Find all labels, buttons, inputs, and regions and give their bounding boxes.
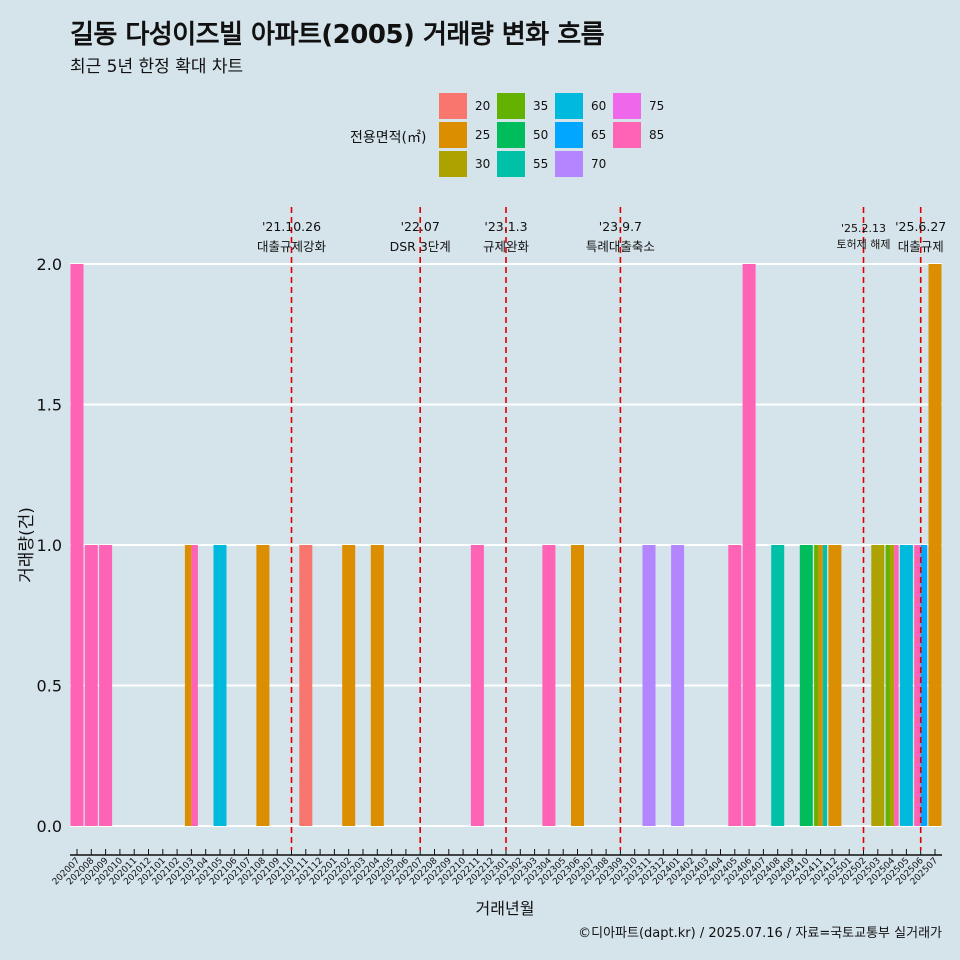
- event-date: '23.1.3: [484, 219, 527, 234]
- legend-title: 전용면적(㎡): [350, 130, 427, 146]
- y-tick-label: 2.0: [37, 255, 62, 274]
- legend-label: 55: [533, 157, 549, 171]
- legend-swatch: [439, 122, 467, 148]
- legend-label: 70: [591, 157, 607, 171]
- chart-subtitle: 최근 5년 한정 확대 차트: [70, 57, 244, 77]
- event-date: '25.2.13: [841, 222, 886, 235]
- bar-202105-60: [213, 545, 227, 826]
- legend-swatch: [439, 151, 467, 177]
- legend-item-70: 70: [555, 151, 606, 177]
- legend-item-60: 60: [555, 93, 606, 119]
- bar-202504-35: [885, 545, 890, 826]
- y-tick-label: 1.5: [37, 396, 62, 415]
- event-label: 대출규제: [898, 239, 944, 254]
- legend-swatch: [613, 122, 641, 148]
- legend-swatch: [497, 151, 525, 177]
- legend-item-20: 20: [439, 93, 490, 119]
- bar-202408-55: [771, 545, 785, 826]
- event-date: '21.10.26: [262, 219, 321, 234]
- bar-202504-85: [894, 545, 899, 826]
- legend-item-25: 25: [439, 122, 490, 148]
- event-date: '25.6.27: [895, 219, 946, 234]
- y-tick-label: 0.5: [37, 677, 62, 696]
- bar-202506-85: [914, 545, 921, 826]
- source-caption: ©디아파트(dapt.kr) / 2025.07.16 / 자료=국토교통부 실…: [578, 926, 942, 941]
- legend-swatch: [555, 93, 583, 119]
- legend-item-55: 55: [497, 151, 548, 177]
- bar-202412-25: [828, 545, 842, 826]
- legend-label: 25: [475, 128, 491, 142]
- bar-202504-30: [889, 545, 895, 826]
- bar-202406-85: [742, 264, 756, 826]
- legend-swatch: [555, 122, 583, 148]
- bar-202211-85: [470, 545, 484, 826]
- legend-label: 30: [475, 157, 491, 171]
- legend-label: 85: [649, 128, 665, 142]
- legend-item-30: 30: [439, 151, 490, 177]
- legend-item-50: 50: [497, 122, 548, 148]
- bar-202411-55: [822, 545, 828, 826]
- legend-swatch: [613, 93, 641, 119]
- bar-202103-25: [184, 545, 192, 826]
- legend-swatch: [555, 151, 583, 177]
- legend-label: 65: [591, 128, 607, 142]
- legend-swatch: [439, 93, 467, 119]
- bar-202306-25: [571, 545, 584, 826]
- legend-label: 60: [591, 99, 607, 113]
- event-label: 특례대출축소: [586, 239, 655, 254]
- legend-label: 20: [475, 99, 491, 113]
- event-label: 규제완화: [483, 239, 530, 254]
- bar-202506-65: [920, 545, 928, 826]
- legend-label: 35: [533, 99, 549, 113]
- bar-202007-85: [70, 264, 84, 826]
- event-label: 대출규제강화: [257, 239, 327, 254]
- bar-202503-30: [871, 545, 885, 826]
- bar-202311-70: [642, 545, 656, 826]
- bar-202505-60: [899, 545, 913, 826]
- legend-item-85: 85: [613, 122, 664, 148]
- chart-title: 길동 다성이즈빌 아파트(2005) 거래량 변화 흐름: [70, 20, 605, 50]
- bar-202108-25: [256, 545, 270, 826]
- event-date: '22.07: [401, 219, 440, 234]
- legend-swatch: [497, 93, 525, 119]
- legend-label: 75: [649, 99, 665, 113]
- legend-item-75: 75: [613, 93, 664, 119]
- legend-label: 50: [533, 128, 549, 142]
- bar-202009-85: [99, 545, 113, 826]
- bar-202008-85: [84, 545, 98, 826]
- legend-item-65: 65: [555, 122, 606, 148]
- bar-202202-25: [342, 545, 356, 826]
- bar-202405-85: [728, 545, 742, 826]
- bar-202103-85: [191, 545, 198, 826]
- bar-202204-25: [370, 545, 384, 826]
- bar-202111-20: [299, 545, 313, 826]
- bar-202304-85: [542, 545, 556, 826]
- event-date: '23.9.7: [599, 219, 642, 234]
- bar-202410-50: [799, 545, 813, 826]
- event-label: DSR 3단계: [390, 239, 451, 254]
- y-tick-label: 0.0: [37, 817, 62, 836]
- bar-202507-25: [928, 264, 942, 826]
- legend-item-35: 35: [497, 93, 548, 119]
- event-label: 토허제 해제: [836, 237, 890, 251]
- bar-202411-35: [814, 545, 819, 826]
- bar-202401-70: [671, 545, 685, 826]
- legend-swatch: [497, 122, 525, 148]
- y-tick-label: 1.0: [37, 536, 62, 555]
- y-axis-label: 거래량(건): [17, 507, 37, 583]
- x-axis-label: 거래년월: [476, 899, 535, 918]
- bar-202411-25: [818, 545, 823, 826]
